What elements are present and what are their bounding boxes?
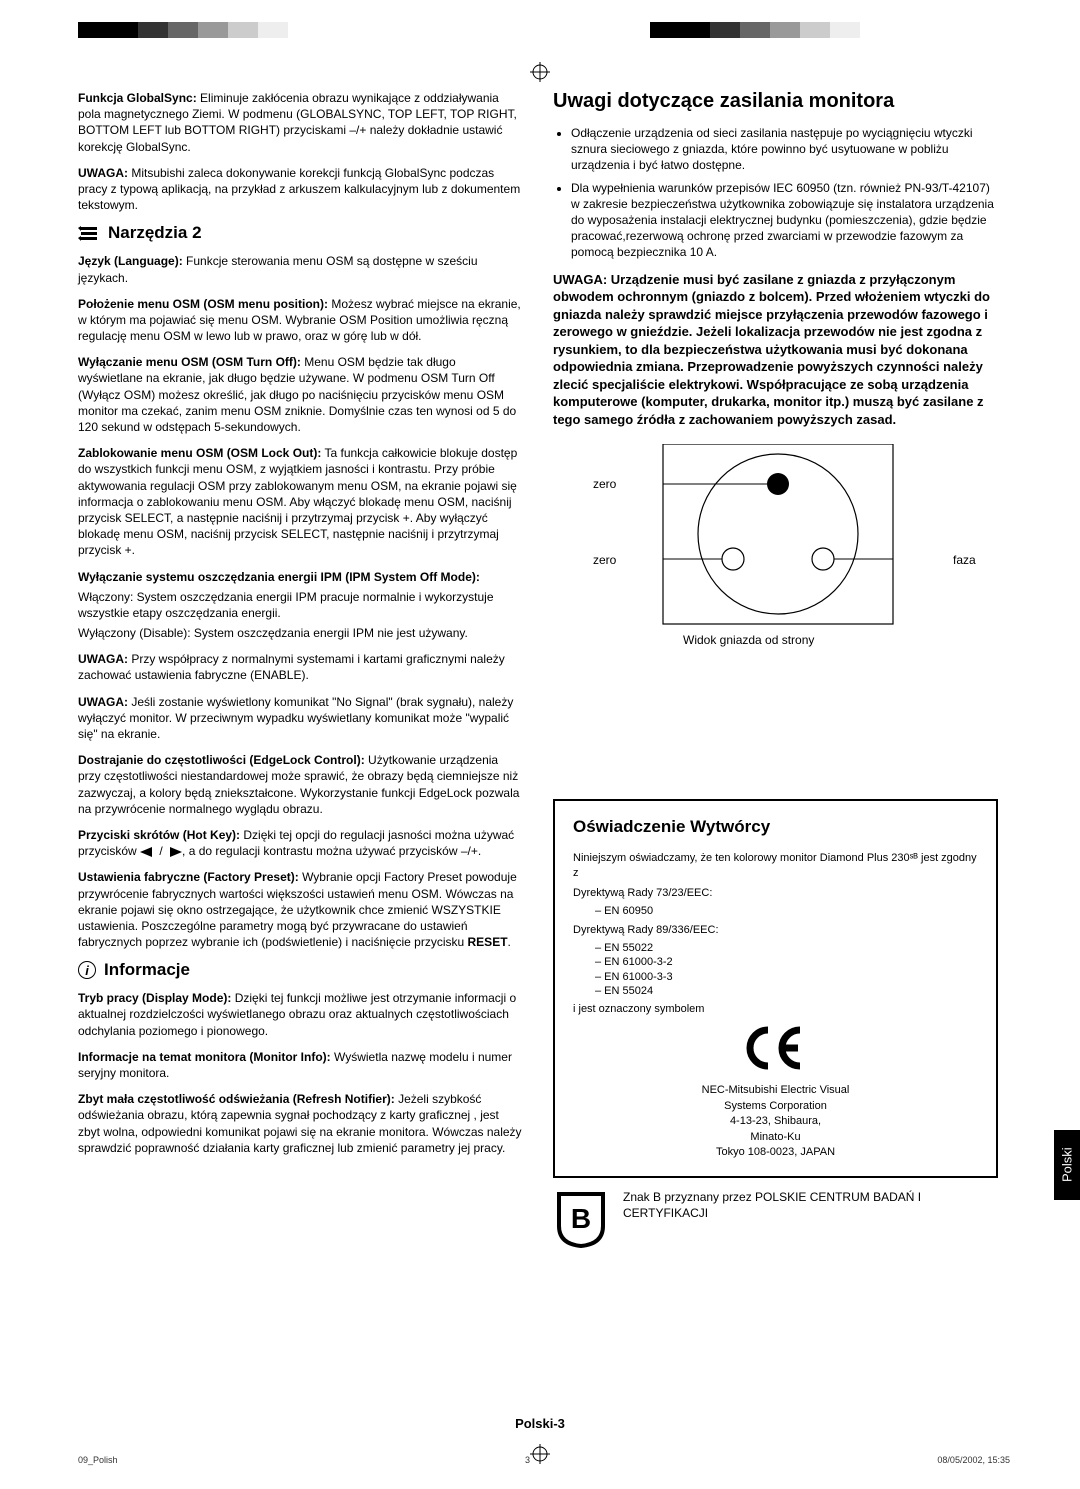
meta-left: 09_Polish — [78, 1455, 118, 1465]
calibration-strip-right — [650, 22, 1010, 53]
decl-addr5: Tokyo 108-0023, JAPAN — [573, 1145, 978, 1160]
svg-text:B: B — [571, 1203, 591, 1234]
pos-para: Położenie menu OSM (OSM menu position): … — [78, 296, 523, 345]
uwaga-nosignal: UWAGA: Jeśli zostanie wyświetlony komuni… — [78, 694, 523, 743]
decl-dir1: Dyrektywą Rady 73/23/EEC: — [573, 886, 978, 900]
lang-para: Język (Language): Funkcje sterowania men… — [78, 253, 523, 285]
tools-icon — [78, 224, 100, 242]
calibration-strip-left — [78, 22, 438, 53]
decl-std2b: – EN 61000-3-2 — [595, 955, 978, 969]
turnoff-para: Wyłączanie menu OSM (OSM Turn Off): Menu… — [78, 354, 523, 435]
arrow-right-icon — [166, 847, 182, 857]
lockout-para: Zablokowanie menu OSM (OSM Lock Out): Ta… — [78, 445, 523, 558]
socket-diagram: zero zero faza Widok gniazda od strony — [553, 444, 998, 659]
informacje-heading: i Informacje — [78, 960, 523, 980]
decl-dir2: Dyrektywą Rady 89/336/EEC: — [573, 923, 978, 937]
page-footer: Polski-3 — [0, 1416, 1080, 1431]
b-mark-row: B Znak B przyznany przez POLSKIE CENTRUM… — [553, 1190, 998, 1255]
decl-std2a: – EN 55022 — [595, 941, 978, 955]
uwaga-bold-block: UWAGA: Urządzenie musi być zasilane z gn… — [553, 271, 998, 429]
uwaga-globalsync: UWAGA: Mitsubishi zaleca dokonywanie kor… — [78, 165, 523, 214]
informacje-title: Informacje — [104, 960, 190, 980]
preset-para: Ustawienia fabryczne (Factory Preset): W… — [78, 869, 523, 950]
declaration-title: Oświadczenie Wytwórcy — [573, 817, 978, 837]
decl-addr1: NEC-Mitsubishi Electric Visual — [573, 1083, 978, 1098]
bullet-1: Odłączenie urządzenia od sieci zasilania… — [571, 125, 998, 174]
refresh-para: Zbyt mała częstotliwość odświeżania (Ref… — [78, 1091, 523, 1156]
language-tab: Polski — [1054, 1130, 1080, 1200]
right-column: Uwagi dotyczące zasilania monitora Odłąc… — [553, 90, 998, 1255]
globalsync-title: Funkcja GlobalSync: — [78, 91, 197, 105]
arrow-left-icon — [140, 847, 156, 857]
power-bullets: Odłączenie urządzenia od sieci zasilania… — [553, 125, 998, 261]
b-mark-icon: B — [553, 1190, 609, 1255]
decl-addr4: Minato-Ku — [573, 1130, 978, 1145]
label-faza: faza — [953, 553, 976, 567]
hotkey-para: Przyciski skrótów (Hot Key): Dzięki tej … — [78, 827, 523, 859]
left-column: Funkcja GlobalSync: Eliminuje zakłócenia… — [78, 90, 523, 1255]
registration-mark-top — [530, 62, 550, 87]
monitorinfo-para: Informacje na temat monitora (Monitor In… — [78, 1049, 523, 1081]
ce-mark-icon — [573, 1024, 978, 1075]
info-icon: i — [78, 961, 96, 979]
decl-addr3: 4-13-23, Shibaura, — [573, 1114, 978, 1129]
globalsync-para: Funkcja GlobalSync: Eliminuje zakłócenia… — [78, 90, 523, 155]
ipm-title: Wyłączanie systemu oszczędzania energii … — [78, 569, 523, 585]
displaymode-para: Tryb pracy (Display Mode): Dzięki tej fu… — [78, 990, 523, 1039]
power-heading: Uwagi dotyczące zasilania monitora — [553, 90, 998, 113]
ipm-off: Wyłączony (Disable): System oszczędzania… — [78, 625, 523, 641]
registration-mark-bottom — [530, 1444, 550, 1469]
meta-right: 08/05/2002, 15:35 — [937, 1455, 1010, 1465]
uwaga-label: UWAGA: — [78, 166, 128, 180]
ipm-on: Włączony: System oszczędzania energii IP… — [78, 589, 523, 621]
decl-intro: Niniejszym oświadczamy, że ten kolorowy … — [573, 851, 978, 880]
bullet-2: Dla wypełnienia warunków przepisów IEC 6… — [571, 180, 998, 261]
decl-std2d: – EN 55024 — [595, 984, 978, 998]
uwaga-body: Mitsubishi zaleca dokonywanie korekcji f… — [78, 166, 520, 212]
declaration-box: Oświadczenie Wytwórcy Niniejszym oświadc… — [553, 799, 998, 1178]
narzedzia2-title: Narzędzia 2 — [108, 223, 202, 243]
decl-addr2: Systems Corporation — [573, 1099, 978, 1114]
narzedzia2-heading: Narzędzia 2 — [78, 223, 523, 243]
diagram-caption: Widok gniazda od strony — [683, 633, 814, 647]
decl-sym: i jest oznaczony symbolem — [573, 1002, 978, 1016]
b-mark-text: Znak B przyznany przez POLSKIE CENTRUM B… — [623, 1190, 998, 1221]
uwaga-enable: UWAGA: Przy współpracy z normalnymi syst… — [78, 651, 523, 683]
decl-std1: – EN 60950 — [595, 904, 978, 918]
edgelock-para: Dostrajanie do częstotliwości (EdgeLock … — [78, 752, 523, 817]
label-zero-left: zero — [593, 553, 617, 567]
label-zero-top: zero — [593, 477, 617, 491]
decl-std2c: – EN 61000-3-3 — [595, 970, 978, 984]
